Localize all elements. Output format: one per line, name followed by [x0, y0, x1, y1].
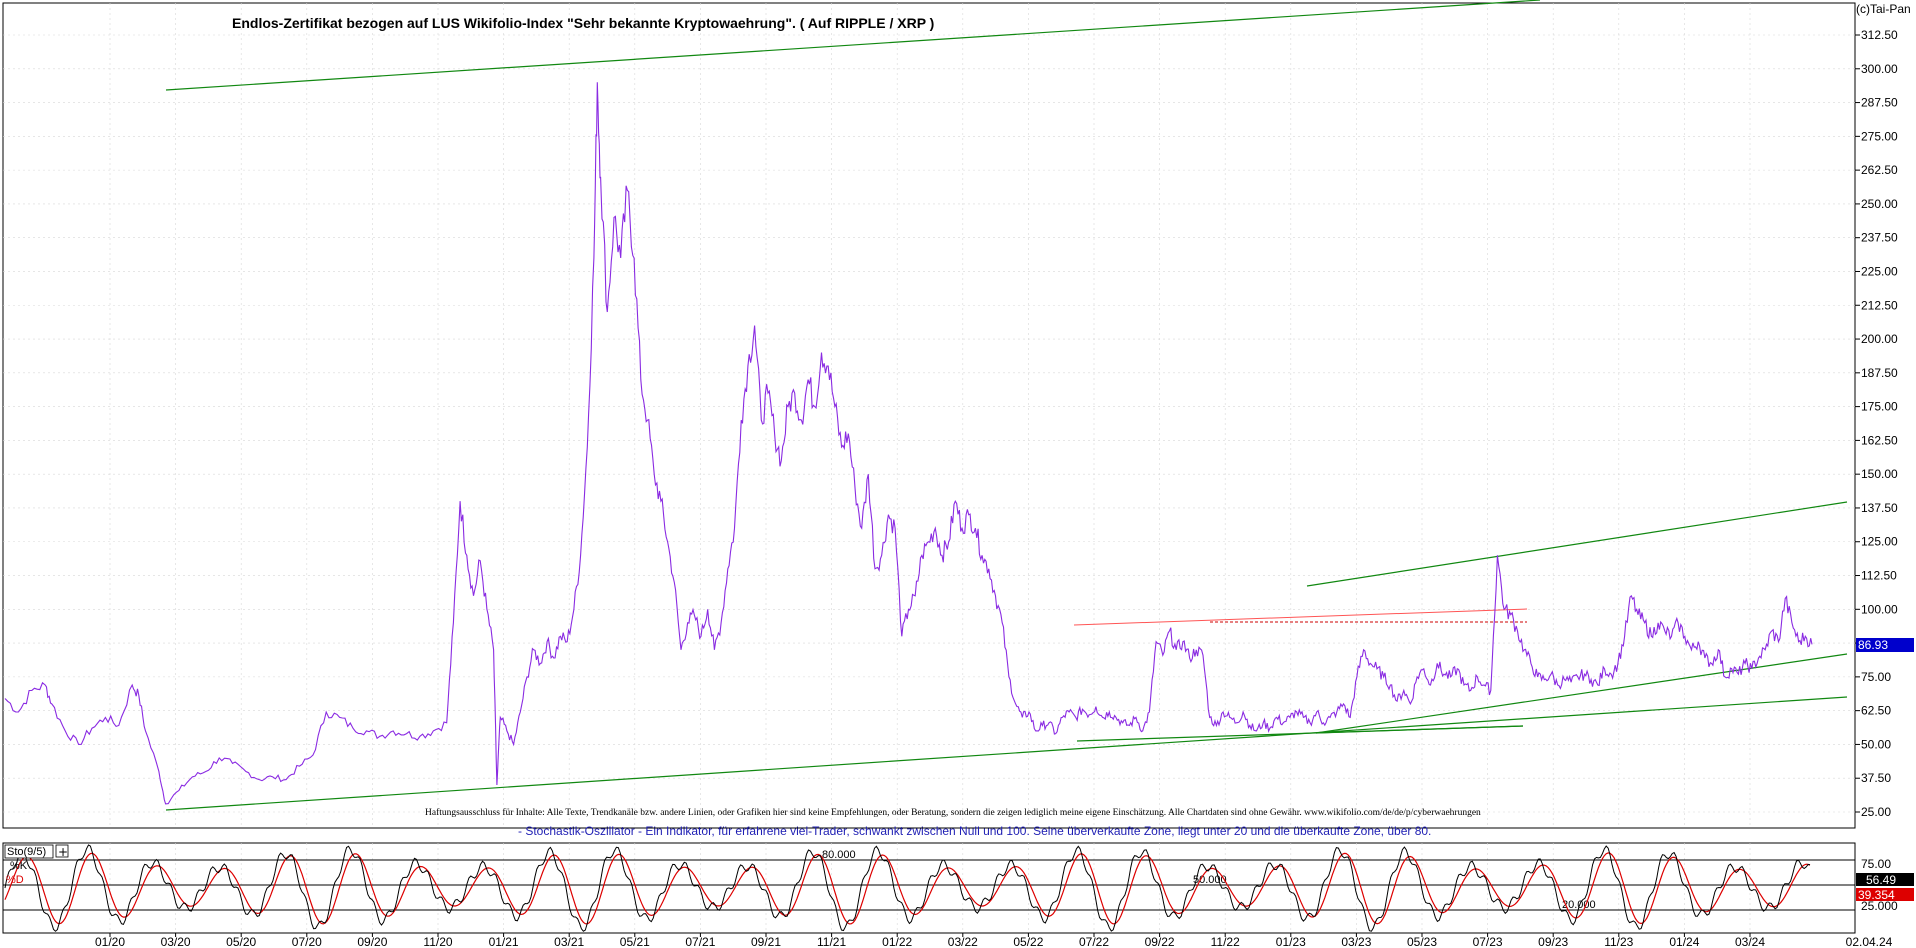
y-tick-label: 300.00 — [1861, 62, 1898, 76]
x-tick-label: 07/23 — [1473, 935, 1503, 948]
trendline-base2 — [1315, 725, 1524, 734]
x-tick-label: 01/24 — [1669, 935, 1699, 948]
x-tick-label: 09/20 — [357, 935, 387, 948]
trendline-upper-channel — [165, 0, 1541, 91]
indicator-label: Sto(9/5) — [7, 846, 46, 858]
k-value-marker — [1856, 873, 1914, 886]
y-tick-label: 150.00 — [1861, 467, 1898, 481]
y-tick-label: 175.00 — [1861, 400, 1898, 414]
trendline-recent-upper — [1306, 501, 1848, 587]
y-tick-label: 100.00 — [1861, 602, 1898, 616]
y-tick-label: 137.50 — [1861, 501, 1898, 515]
last-value-label: 86.93 — [1858, 638, 1888, 652]
x-tick-label: 11/22 — [1211, 935, 1240, 948]
y-tick-label: 25.00 — [1861, 805, 1891, 819]
x-tick-label: 03/22 — [948, 935, 978, 948]
x-tick-label: 01/21 — [489, 935, 519, 948]
y-tick-label: 50.00 — [1861, 737, 1891, 751]
d-value-marker — [1856, 888, 1914, 901]
x-tick-label: 03/23 — [1341, 935, 1371, 948]
y-tick-label: 187.50 — [1861, 366, 1898, 380]
x-tick-label: 11/21 — [817, 935, 846, 948]
y-tick-label: 75.00 — [1861, 670, 1891, 684]
level-label-80: 80.000 — [822, 849, 856, 861]
d-value-label: 39.354 — [1858, 888, 1895, 902]
y-tick-label: 212.50 — [1861, 298, 1898, 312]
x-tick-label: 11/23 — [1604, 935, 1633, 948]
indicator-label-box[interactable] — [4, 844, 54, 859]
x-tick-label: 02.04.24 — [1846, 935, 1893, 948]
x-tick-label: 09/22 — [1145, 935, 1175, 948]
y-tick-label: 237.50 — [1861, 231, 1898, 245]
y-axis-ticks: 312.50 300.00 287.50 275.00 262.50 250.00 237.… — [1855, 28, 1898, 819]
k-value-label: 56.49 — [1866, 873, 1896, 887]
x-tick-label: 03/21 — [554, 935, 584, 948]
y-tick-label: 312.50 — [1861, 28, 1898, 42]
x-axis-ticks: 01/20 03/20 05/20 07/20 09/20 11/20 01/21 03/21… — [95, 933, 1893, 948]
y-tick-label: 62.50 — [1861, 704, 1891, 718]
chart-title: Endlos-Zertifikat bezogen auf LUS Wikifo… — [232, 15, 934, 31]
copyright-label: (c)Tai-Pan — [1856, 2, 1911, 16]
price-panel — [2, 2, 1856, 829]
legend-d: %D — [6, 874, 24, 886]
x-tick-label: 07/20 — [292, 935, 322, 948]
x-tick-label: 01/22 — [882, 935, 912, 948]
trendline-lower-long — [165, 696, 1848, 811]
x-tick-label: 01/20 — [95, 935, 125, 948]
disclaimer-text: Haftungsausschluss für Inhalte: Alle Tex… — [425, 807, 1481, 818]
plus-icon: + — [58, 845, 68, 859]
y-tick-label: 275.00 — [1861, 129, 1898, 143]
stochastic-k-line — [4, 844, 1811, 932]
stoch-tick-25: 25.000 — [1861, 899, 1898, 913]
y-tick-label: 125.00 — [1861, 535, 1898, 549]
y-tick-label: 162.50 — [1861, 433, 1898, 447]
x-tick-label: 09/23 — [1538, 935, 1568, 948]
x-tick-label: 07/21 — [685, 935, 715, 948]
y-tick-label: 262.50 — [1861, 163, 1898, 177]
x-tick-label: 03/24 — [1735, 935, 1765, 948]
y-tick-label: 287.50 — [1861, 96, 1898, 110]
price-series-line — [4, 82, 1813, 805]
resistance-line — [1073, 608, 1528, 626]
stoch-tick-75: 75.00 — [1861, 857, 1891, 871]
x-tick-label: 05/20 — [226, 935, 256, 948]
stochastic-description: - Stochastik-Oszillator - Ein Indikator,… — [518, 824, 1431, 838]
x-tick-label: 03/20 — [161, 935, 191, 948]
x-tick-label: 05/21 — [620, 935, 650, 948]
y-tick-label: 200.00 — [1861, 332, 1898, 346]
y-tick-label: 112.50 — [1861, 569, 1897, 583]
y-tick-label: 250.00 — [1861, 197, 1898, 211]
x-tick-label: 05/23 — [1407, 935, 1437, 948]
y-tick-label: 37.50 — [1861, 771, 1891, 785]
trendline-recent-lower — [1315, 653, 1848, 734]
x-tick-label: 07/22 — [1079, 935, 1109, 948]
last-value-marker — [1856, 638, 1914, 652]
indicator-add-button[interactable] — [55, 844, 69, 858]
x-tick-label: 11/20 — [423, 935, 452, 948]
x-tick-label: 01/23 — [1276, 935, 1306, 948]
y-tick-label: 225.00 — [1861, 264, 1898, 278]
stochastic-panel — [2, 842, 1856, 934]
trendlines — [165, 0, 1848, 811]
x-tick-label: 09/21 — [751, 935, 781, 948]
legend-k: %K — [10, 860, 28, 872]
x-tick-label: 05/22 — [1013, 935, 1043, 948]
